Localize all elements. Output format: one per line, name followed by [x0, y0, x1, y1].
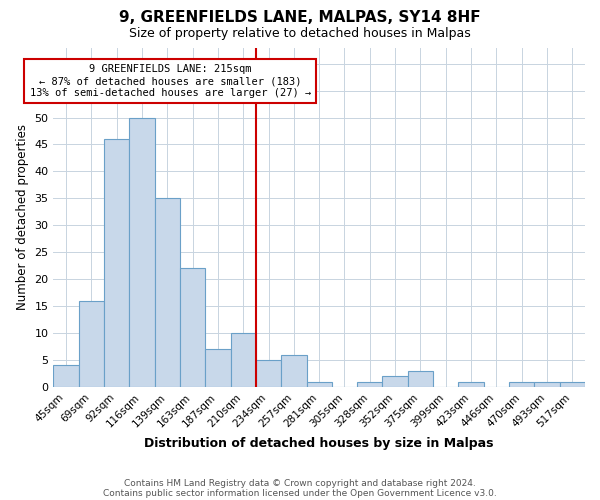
- Bar: [382, 376, 408, 387]
- Text: 9, GREENFIELDS LANE, MALPAS, SY14 8HF: 9, GREENFIELDS LANE, MALPAS, SY14 8HF: [119, 10, 481, 25]
- Bar: [535, 382, 560, 387]
- Bar: [408, 371, 433, 387]
- Bar: [357, 382, 382, 387]
- Bar: [281, 354, 307, 387]
- Bar: [79, 300, 104, 387]
- Bar: [104, 139, 129, 387]
- Text: Size of property relative to detached houses in Malpas: Size of property relative to detached ho…: [129, 28, 471, 40]
- Bar: [256, 360, 281, 387]
- Bar: [560, 382, 585, 387]
- Bar: [129, 118, 155, 387]
- Bar: [307, 382, 332, 387]
- Y-axis label: Number of detached properties: Number of detached properties: [16, 124, 29, 310]
- X-axis label: Distribution of detached houses by size in Malpas: Distribution of detached houses by size …: [145, 437, 494, 450]
- Bar: [458, 382, 484, 387]
- Bar: [155, 198, 180, 387]
- Bar: [509, 382, 535, 387]
- Bar: [230, 333, 256, 387]
- Text: Contains HM Land Registry data © Crown copyright and database right 2024.: Contains HM Land Registry data © Crown c…: [124, 478, 476, 488]
- Bar: [53, 366, 79, 387]
- Bar: [205, 349, 230, 387]
- Text: Contains public sector information licensed under the Open Government Licence v3: Contains public sector information licen…: [103, 488, 497, 498]
- Bar: [180, 268, 205, 387]
- Text: 9 GREENFIELDS LANE: 215sqm
← 87% of detached houses are smaller (183)
13% of sem: 9 GREENFIELDS LANE: 215sqm ← 87% of deta…: [29, 64, 311, 98]
